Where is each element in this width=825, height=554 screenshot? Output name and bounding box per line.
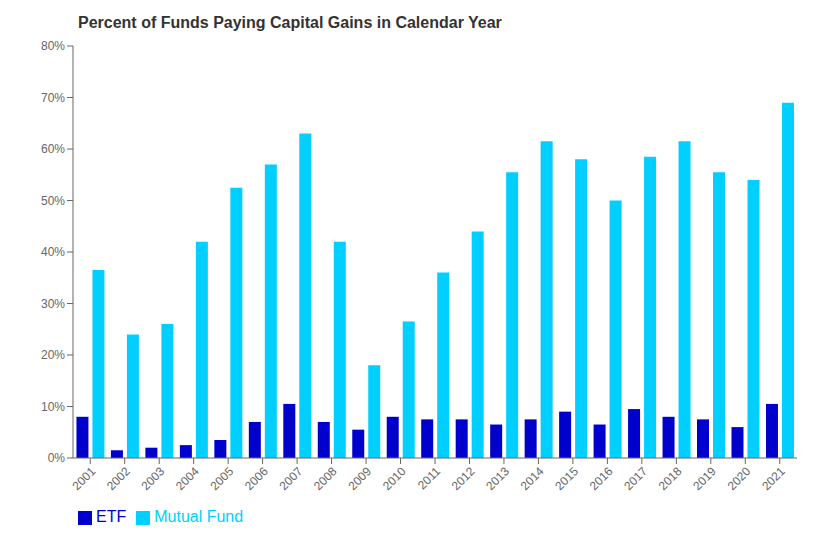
svg-text:2014: 2014 [518,464,547,493]
svg-text:2008: 2008 [311,464,340,493]
svg-text:0%: 0% [48,451,66,465]
svg-text:2015: 2015 [552,464,581,493]
html-text:ETF: ETF [96,508,127,525]
svg-text:2020: 2020 [725,464,754,493]
svg-text:2005: 2005 [208,464,237,493]
svg-text:40%: 40% [41,245,65,259]
svg-text:30%: 30% [41,297,65,311]
svg-text:2011: 2011 [415,464,443,492]
svg-text:50%: 50% [41,194,65,208]
svg-text:2016: 2016 [587,464,616,493]
svg-text:80%: 80% [41,39,65,53]
svg-text:2019: 2019 [690,464,719,493]
svg-text:2003: 2003 [139,464,168,493]
svg-text:2018: 2018 [656,464,685,493]
svg-text:2004: 2004 [173,464,202,493]
svg-text:2002: 2002 [104,464,133,493]
svg-text:2017: 2017 [621,464,650,493]
html-text:Mutual Fund: Mutual Fund [154,508,244,525]
svg-text:2012: 2012 [449,464,478,493]
svg-text:2010: 2010 [380,464,409,493]
svg-text:60%: 60% [41,142,65,156]
svg-text:10%: 10% [41,400,65,414]
html-text:Percent of Funds Paying Capita: Percent of Funds Paying Capital Gains in… [78,14,502,31]
svg-text:2013: 2013 [483,464,512,493]
svg-text:2006: 2006 [242,464,271,493]
svg-text:70%: 70% [41,91,65,105]
svg-text:2007: 2007 [276,464,305,493]
svg-text:2001: 2001 [70,464,99,493]
svg-text:2009: 2009 [345,464,374,493]
svg-text:20%: 20% [41,348,65,362]
svg-text:2021: 2021 [759,464,788,493]
